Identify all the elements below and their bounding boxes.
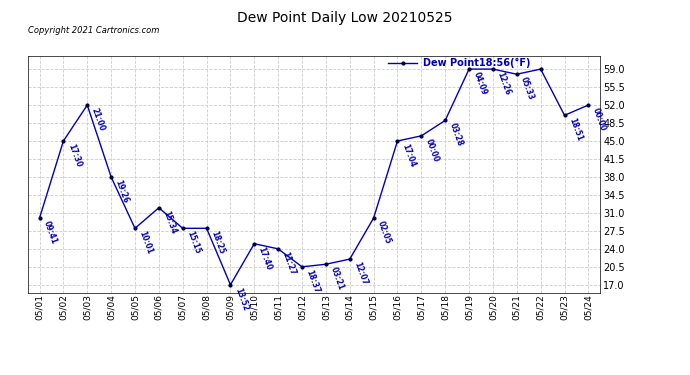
Text: 03:21: 03:21 [328,266,345,291]
Text: 12:26: 12:26 [495,70,512,96]
Text: 03:28: 03:28 [448,122,464,148]
Text: 10:01: 10:01 [137,230,154,256]
Text: 19:26: 19:26 [113,178,130,204]
Text: 13:52: 13:52 [233,286,250,312]
Text: 11:27: 11:27 [281,251,297,276]
Text: 04:09: 04:09 [471,70,488,96]
Text: 15:34: 15:34 [161,209,178,235]
Text: 18:51: 18:51 [567,117,584,142]
Text: 12:07: 12:07 [352,261,369,286]
Text: 18:25: 18:25 [209,230,226,256]
Text: 17:30: 17:30 [66,142,83,168]
Text: 00:00: 00:00 [424,137,440,163]
Text: 17:04: 17:04 [400,142,417,168]
Text: 18:37: 18:37 [304,268,322,294]
Text: Dew Point Daily Low 20210525: Dew Point Daily Low 20210525 [237,11,453,25]
Text: 00:00: 00:00 [591,106,607,132]
Text: 02:05: 02:05 [376,220,393,245]
Text: 17:40: 17:40 [257,245,273,271]
Text: 05:33: 05:33 [519,76,536,101]
Text: Copyright 2021 Cartronics.com: Copyright 2021 Cartronics.com [28,26,159,35]
Text: 09:41: 09:41 [42,220,59,245]
Text: 15:15: 15:15 [185,230,201,255]
Text: 21:00: 21:00 [90,106,106,132]
Text: Dew Poi⁠nt18:56(°F): Dew Poi⁠nt18:56(°F) [423,58,530,68]
